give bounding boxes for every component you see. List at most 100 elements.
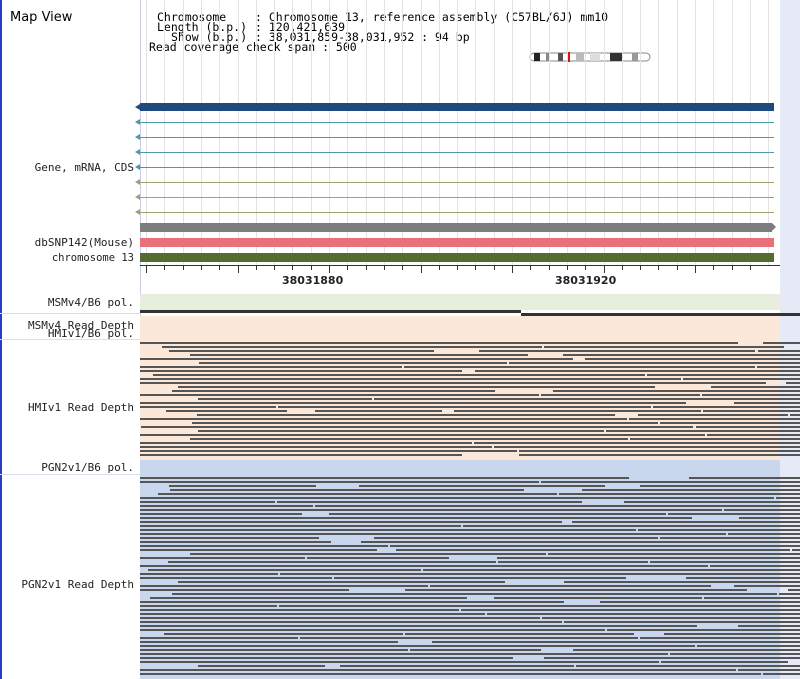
read-alignment[interactable] [140,509,722,511]
transcript-line[interactable] [140,137,774,138]
read-alignment[interactable] [166,410,287,412]
read-alignment[interactable] [461,609,800,611]
read-alignment[interactable] [474,442,800,444]
hmi-band[interactable] [140,316,780,460]
transcript-line[interactable] [140,182,774,183]
read-alignment[interactable] [405,633,634,635]
read-alignment[interactable] [390,545,800,547]
read-alignment[interactable] [140,565,708,567]
read-alignment[interactable] [277,501,582,503]
read-alignment[interactable] [404,366,755,368]
read-alignment[interactable] [696,426,800,428]
read-alignment[interactable] [544,657,800,659]
read-alignment[interactable] [763,342,800,344]
read-alignment[interactable] [140,541,331,543]
read-alignment[interactable] [172,593,777,595]
read-alignment[interactable] [544,346,784,348]
read-alignment[interactable] [582,489,800,491]
transcript-line[interactable] [140,197,774,198]
read-alignment[interactable] [140,454,462,456]
read-alignment[interactable] [164,633,403,635]
read-alignment[interactable] [140,617,540,619]
read-alignment[interactable] [423,569,800,571]
read-alignment[interactable] [140,481,539,483]
chromosome-bar[interactable] [140,253,774,262]
read-alignment[interactable] [315,505,800,507]
gray-track-bar[interactable] [140,223,772,232]
read-alignment[interactable] [169,350,434,352]
read-alignment[interactable] [779,593,800,595]
read-alignment[interactable] [640,637,800,639]
read-alignment[interactable] [630,438,800,440]
read-alignment[interactable] [197,414,615,416]
read-alignment[interactable] [300,637,638,639]
read-alignment[interactable] [140,406,276,408]
dbsnp-bar[interactable] [140,238,774,247]
read-alignment[interactable] [140,601,564,603]
read-alignment[interactable] [361,541,800,543]
read-alignment[interactable] [140,501,275,503]
read-alignment[interactable] [479,350,755,352]
read-alignment[interactable] [541,481,800,483]
read-alignment[interactable] [670,653,800,655]
read-alignment[interactable] [315,410,442,412]
read-alignment[interactable] [738,625,800,627]
read-alignment[interactable] [140,525,461,527]
read-alignment[interactable] [664,633,800,635]
read-alignment[interactable] [548,553,800,555]
read-alignment[interactable] [140,394,539,396]
read-alignment[interactable] [340,665,574,667]
read-alignment[interactable] [509,362,800,364]
read-alignment[interactable] [158,493,557,495]
read-alignment[interactable] [140,657,513,659]
read-alignment[interactable] [757,366,800,368]
read-alignment[interactable] [494,597,702,599]
read-alignment[interactable] [141,426,693,428]
read-alignment[interactable] [140,625,697,627]
read-alignment[interactable] [140,585,428,587]
read-alignment[interactable] [140,529,636,531]
read-alignment[interactable] [140,621,562,623]
read-alignment[interactable] [497,557,800,559]
read-alignment[interactable] [140,370,462,372]
read-alignment[interactable] [172,390,495,392]
read-alignment[interactable] [738,669,800,671]
read-alignment[interactable] [153,374,645,376]
read-alignment[interactable] [710,565,800,567]
read-alignment[interactable] [689,477,800,479]
read-alignment[interactable] [668,513,800,515]
read-alignment[interactable] [140,661,659,663]
read-alignment[interactable] [307,557,449,559]
read-alignment[interactable] [140,434,705,436]
read-alignment[interactable] [140,418,627,420]
read-alignment[interactable] [704,597,800,599]
read-alignment[interactable] [140,653,668,655]
read-alignment[interactable] [776,497,800,499]
read-alignment[interactable] [140,358,573,360]
read-alignment[interactable] [541,394,700,396]
read-alignment[interactable] [280,573,800,575]
read-alignment[interactable] [140,521,562,523]
read-alignment[interactable] [629,418,800,420]
read-alignment[interactable] [190,438,628,440]
read-alignment[interactable] [162,346,542,348]
read-alignment[interactable] [140,573,278,575]
read-alignment[interactable] [359,485,605,487]
read-alignment[interactable] [140,446,492,448]
read-alignment[interactable] [585,358,800,360]
read-alignment[interactable] [728,533,800,535]
read-alignment[interactable] [396,549,790,551]
read-alignment[interactable] [140,613,485,615]
read-alignment[interactable] [278,406,651,408]
read-alignment[interactable] [140,629,605,631]
read-alignment[interactable] [168,561,496,563]
read-alignment[interactable] [707,434,800,436]
read-alignment[interactable] [573,649,800,651]
msm-pol-band[interactable] [140,294,780,310]
read-alignment[interactable] [140,545,388,547]
read-alignment[interactable] [653,406,800,408]
read-alignment[interactable] [140,577,332,579]
read-alignment[interactable] [734,402,800,404]
read-alignment[interactable] [140,533,726,535]
read-alignment[interactable] [519,454,800,456]
